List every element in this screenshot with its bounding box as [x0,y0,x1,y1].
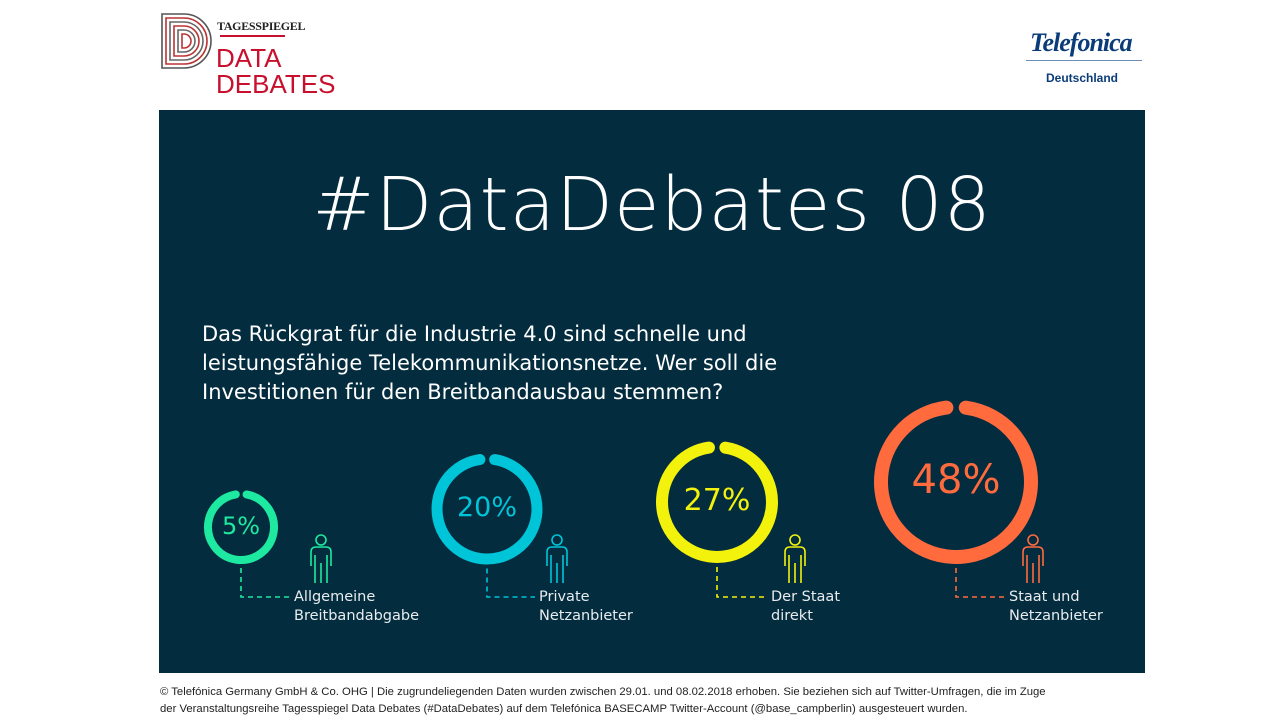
leader-line [955,568,1004,598]
label-line: Netzanbieter [1009,608,1103,624]
telefonica-logo-line [1026,60,1142,61]
logo-debates-text: DEBATES [216,69,336,99]
label-line: Breitbandabgabe [294,608,420,624]
tagesspiegel-wordmark: TAGESSPIEGEL [217,19,306,33]
label-line: Staat und [1009,589,1080,605]
footer-line-2: der Veranstaltungsreihe Tagesspiegel Dat… [160,703,968,715]
footer-line-1: © Telefónica Germany GmbH & Co. OHG | Di… [160,686,1046,698]
category-label: Private Netzanbieter [539,588,633,626]
label-line: Allgemeine [294,589,376,605]
label-line: Der Staat [771,589,841,605]
page-title: #DataDebates 08 [312,162,992,248]
category-label: Allgemeine Breitbandabgabe [294,588,419,626]
footer-disclaimer: © Telefónica Germany GmbH & Co. OHG | Di… [160,684,1140,718]
survey-question: Das Rückgrat für die Industrie 4.0 sind … [202,322,778,404]
category-label: Der Staat direkt [771,588,840,626]
label-line: direkt [771,608,813,624]
percentage-value: 48% [911,457,1001,504]
donut-ring [656,441,778,563]
person-icon [310,534,332,583]
percentage-value: 27% [683,483,751,519]
person-icon [784,534,806,583]
percentage-value: 20% [456,492,517,524]
d-logo-icon [161,13,212,69]
tagesspiegel-data-debates-logo [160,12,340,97]
infographic-panel: #DataDebates 08 Das Rückgrat für die Ind… [159,110,1145,673]
donut-ring [874,400,1038,564]
leader-line [716,567,765,598]
leader-line [240,568,289,598]
logo-divider [220,35,285,37]
label-line: Private [539,589,590,605]
person-icon [546,534,568,583]
logo-data-text: DATA [216,43,282,73]
leader-line [486,568,535,598]
label-line: Netzanbieter [539,608,633,624]
telefonica-deutschland-text: Deutschland [1046,71,1119,85]
person-icon [1022,534,1044,583]
category-label: Staat und Netzanbieter [1009,588,1103,626]
donut-ring [431,453,543,565]
donut-chart [204,400,1044,598]
donut-ring [204,490,278,564]
percentage-value: 5% [221,512,261,541]
telefonica-logo: Telefonica [1030,28,1133,57]
